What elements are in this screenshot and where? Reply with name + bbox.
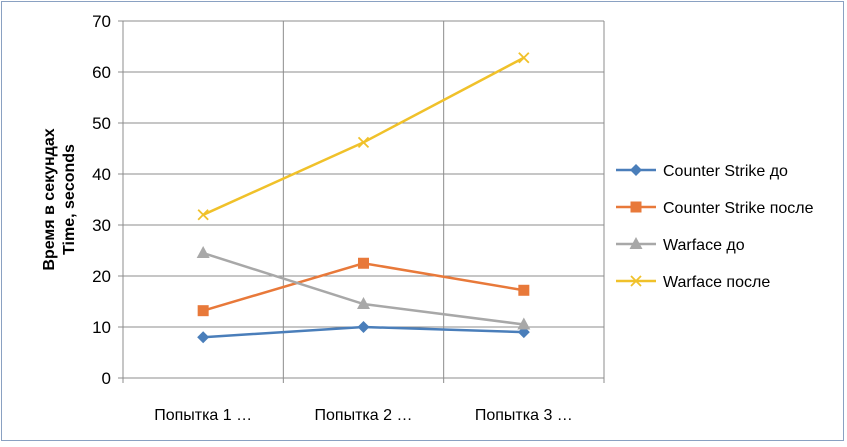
y-tick-label: 20: [92, 267, 111, 286]
y-tick-label: 0: [102, 369, 111, 388]
diamond-marker: [197, 331, 210, 344]
diamond-marker: [357, 321, 370, 333]
triangle-marker: [629, 237, 643, 249]
y-tick-label: 60: [92, 63, 111, 82]
legend-item: Counter Strike до: [616, 163, 788, 180]
x-marker-stroke: [630, 275, 642, 287]
x-marker-stroke: [357, 136, 370, 149]
square-marker: [518, 284, 530, 296]
y-tick-label: 10: [92, 318, 111, 337]
y-axis-label: Время в секундах Time, seconds: [41, 128, 78, 270]
grid: [123, 20, 605, 378]
series-counter-strike-до: [197, 321, 530, 344]
y-tick-labels: 0 10 20 30 40 50 60 70: [92, 12, 111, 388]
x-marker-stroke: [197, 209, 209, 221]
x-tick-labels: Попытка 1 … Попытка 2 … Попытка 3 …: [154, 407, 573, 424]
legend: Counter Strike до Counter Strike после War…: [616, 163, 814, 291]
y-tick-label: 70: [92, 12, 111, 31]
series-line: [202, 56, 525, 216]
x-tick-label: Попытка 3 …: [475, 407, 573, 424]
legend-item: Counter Strike после: [616, 200, 814, 217]
y-axis-title-line: Время в секундах: [41, 128, 58, 270]
series-counter-strike-после: [197, 257, 530, 317]
series-warface-после: [197, 52, 530, 221]
diamond-marker: [630, 164, 642, 176]
y-tick-label: 30: [92, 216, 111, 235]
y-axis-title-line: Time, seconds: [61, 144, 78, 255]
series-group: [196, 52, 531, 344]
y-tick-label: 50: [92, 114, 111, 133]
triangle-marker: [196, 246, 210, 259]
triangle-marker: [357, 297, 370, 310]
x-marker: [357, 136, 370, 149]
square-marker: [197, 305, 209, 317]
x-tick-label: Попытка 1 …: [154, 407, 252, 424]
x-marker: [630, 275, 642, 287]
legend-label: Warface до: [663, 237, 745, 254]
triangle-marker: [517, 317, 531, 330]
square-marker: [630, 201, 642, 213]
legend-item: Warface до: [616, 237, 745, 254]
x-marker-stroke: [518, 52, 530, 64]
legend-item: Warface после: [616, 274, 770, 291]
x-marker: [518, 52, 530, 64]
y-tick-label: 40: [92, 165, 111, 184]
legend-label: Warface после: [663, 274, 770, 291]
series-warface-до: [196, 246, 531, 330]
axes: [118, 20, 605, 383]
x-tick-label: Попытка 2 …: [315, 407, 413, 424]
x-marker: [197, 209, 209, 221]
square-marker: [358, 257, 369, 269]
chart-frame: 0 10 20 30 40 50 60 70 Попытка 1 … Попытка 2 … По…: [1, 1, 844, 441]
y-axis-title: Время в секундах Time, seconds: [41, 128, 78, 270]
legend-label: Counter Strike после: [663, 200, 814, 217]
legend-label: Counter Strike до: [663, 163, 788, 180]
